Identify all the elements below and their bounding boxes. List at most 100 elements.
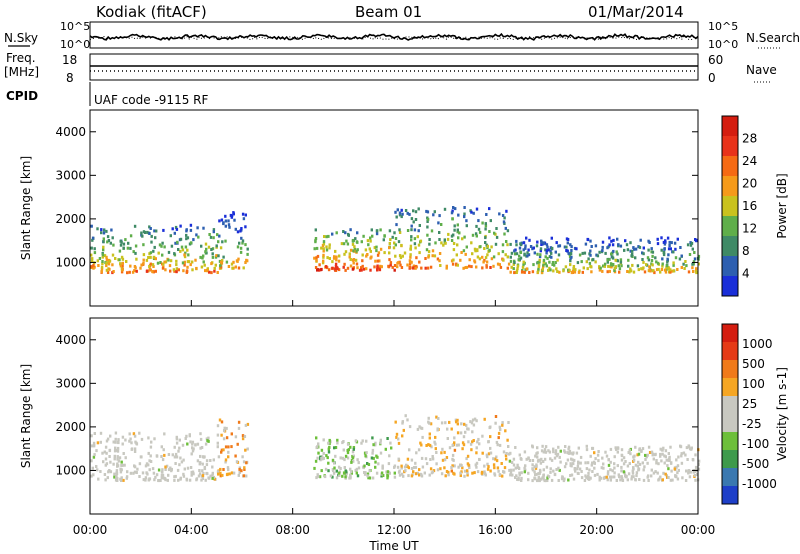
power-cell [244,213,247,217]
velocity-cell [314,459,318,463]
power-cell [522,248,525,252]
power-cell [655,260,658,264]
velocity-cell [194,443,197,447]
power-cell [527,248,530,252]
power-cell [246,252,249,256]
power-cell [393,264,397,267]
velocity-colorbar-segment [722,342,738,361]
power-cell [112,243,115,247]
velocity-cell [149,460,153,463]
velocity-cell [605,454,609,458]
power-cell [179,237,183,241]
velocity-cell [182,472,185,476]
velocity-cell [115,474,118,478]
power-cell [693,257,697,261]
power-ytick-label: 1000 [55,255,86,269]
power-cell [185,237,188,241]
power-cell [553,263,556,267]
velocity-cell [346,456,350,460]
power-cell [366,239,370,243]
power-cell [219,264,222,268]
power-cell [131,270,135,274]
power-cell [369,236,372,240]
power-cell [638,245,642,249]
power-cell [389,238,392,242]
power-cell [490,245,493,249]
power-cell [322,242,326,246]
velocity-cell [554,452,557,455]
velocity-cell [208,476,211,480]
velocity-cell [177,478,180,482]
velocity-cell [329,474,333,478]
power-cell [206,267,209,271]
velocity-cell [451,443,454,447]
velocity-cell [224,458,228,462]
power-cell [91,236,95,240]
velocity-cell [603,476,606,480]
velocity-cell [638,478,641,481]
velocity-cell [327,450,331,454]
power-ytick-label: 4000 [55,125,86,139]
power-colorbar-tick: 20 [742,177,757,191]
velocity-cell [624,475,627,479]
velocity-cell [104,445,108,449]
velocity-cell [90,444,94,448]
velocity-cell [676,477,680,481]
power-cell [666,257,669,261]
velocity-cell [115,469,119,473]
velocity-cell [368,476,372,480]
velocity-cell [472,423,476,427]
power-cell [498,263,501,267]
power-cell [440,241,443,245]
velocity-cell [626,464,630,468]
power-cell [393,241,396,245]
velocity-cell [313,466,316,470]
velocity-cell [610,475,613,479]
velocity-cell [430,471,434,475]
power-cell [149,255,152,259]
velocity-cell [178,446,181,450]
power-cell [93,265,96,269]
velocity-cell [487,452,491,456]
power-cell [676,268,679,271]
velocity-cell [637,468,640,472]
velocity-cell [470,448,473,452]
power-cell [664,239,667,243]
velocity-cell [371,451,374,455]
velocity-cell [609,460,612,464]
velocity-scatter-band [508,444,701,483]
power-cell [538,258,541,262]
velocity-cell [606,478,609,482]
velocity-cell [473,417,477,421]
velocity-cell [512,457,516,461]
velocity-cell [200,446,204,449]
velocity-cell [475,451,478,455]
velocity-cell [320,457,323,460]
power-cell [478,230,482,234]
velocity-cell [118,456,122,460]
power-cell [459,258,462,262]
velocity-cell [647,479,650,482]
velocity-cell [539,458,542,462]
power-cell [544,248,547,252]
velocity-cell [393,471,396,475]
power-cell [246,247,249,251]
velocity-cell [122,478,125,482]
velocity-cell [217,472,220,476]
power-cell [134,266,137,270]
power-cell [569,263,572,267]
power-cell [161,253,164,257]
velocity-cell [696,473,699,476]
power-cell [244,243,247,247]
power-cell [185,229,188,233]
velocity-cell [613,455,616,459]
velocity-cell [659,452,662,456]
power-cell [181,261,185,265]
power-cell [524,246,527,250]
velocity-cell [371,448,375,452]
power-colorbar-segment [722,196,738,217]
velocity-cell [494,421,497,425]
power-cell [412,264,415,268]
velocity-cell [563,449,566,453]
power-cell [450,239,454,242]
